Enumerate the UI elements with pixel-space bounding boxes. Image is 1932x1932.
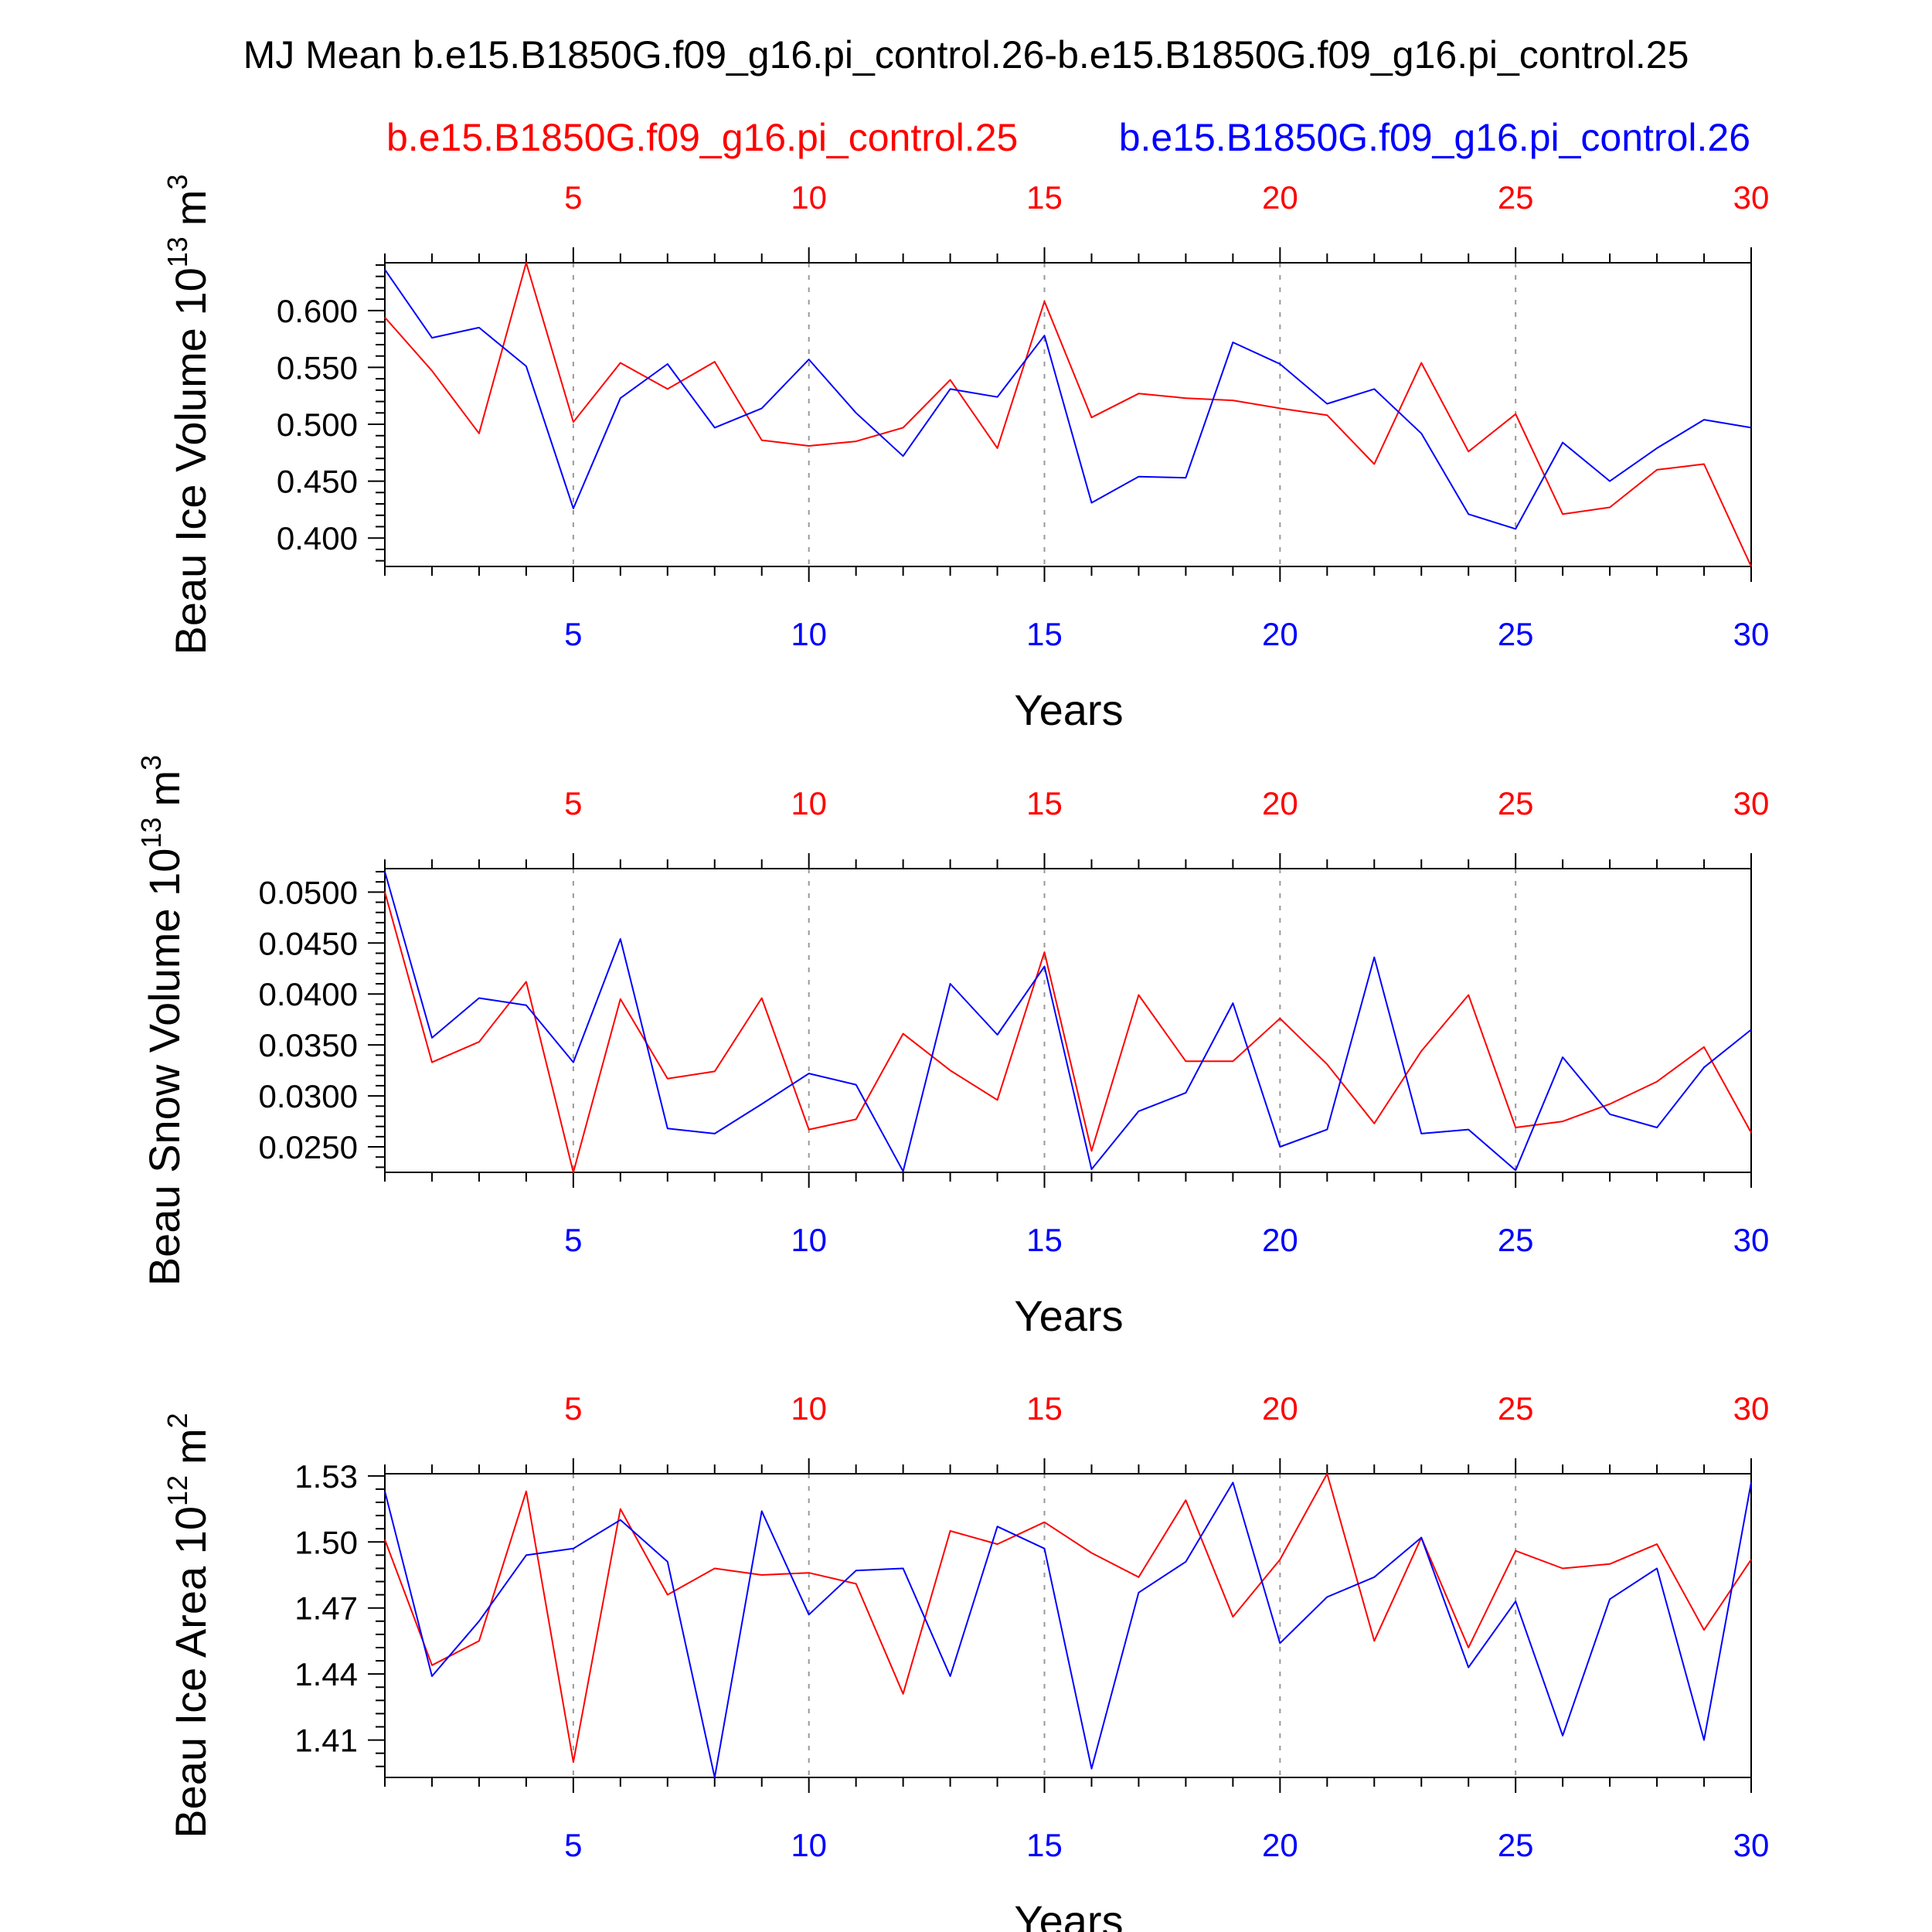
x-top-tick-label: 10 xyxy=(791,179,827,216)
x-bottom-tick-label: 30 xyxy=(1733,1827,1770,1863)
series-line-case-a xyxy=(384,1473,1752,1764)
x-axis-title: Years xyxy=(1014,1896,1123,1932)
y-tick-label: 0.550 xyxy=(277,349,358,386)
y-tick-label: 1.50 xyxy=(294,1524,358,1560)
case-a-title: b.e15.B1850G.f09_g16.pi_control.25 xyxy=(386,116,1018,159)
x-top-tick-label: 25 xyxy=(1498,1390,1534,1427)
x-top-tick-label: 30 xyxy=(1733,179,1770,216)
y-axis-title: Beau Snow Volume 1013 m3 xyxy=(135,755,189,1286)
chart-panels: 55101015152020252530300.4000.4500.5000.5… xyxy=(135,175,1769,1932)
x-bottom-tick-label: 15 xyxy=(1026,1827,1063,1863)
x-top-tick-label: 30 xyxy=(1733,785,1770,821)
y-axis-title-text: Beau Snow Volume 10 xyxy=(140,849,189,1287)
chart-panel-2: 5 5 10 10 15 15 20 20 25 25 30 30 0.0250 0.0300 0.0350… xyxy=(135,755,1769,1340)
x-top-tick-label: 15 xyxy=(1026,785,1063,821)
y-tick-label: 0.0350 xyxy=(259,1027,358,1063)
plot-frame xyxy=(384,262,1752,567)
y-axis-title-text: Beau Ice Area 10 xyxy=(166,1506,215,1838)
series-line-case-b xyxy=(384,871,1752,1172)
x-bottom-tick-label: 20 xyxy=(1262,1222,1298,1258)
x-bottom-tick-label: 30 xyxy=(1733,616,1770,652)
series-line-case-b xyxy=(384,1481,1752,1778)
y-axis-title-text: Beau Ice Volume 10 xyxy=(166,267,215,655)
y-axis-title-exponent: 12 xyxy=(162,1475,193,1506)
y-axis-title-exponent: 13 xyxy=(135,818,167,849)
y-tick-label: 0.0400 xyxy=(259,976,358,1012)
x-bottom-tick-label: 30 xyxy=(1733,1222,1770,1258)
y-tick-label: 1.47 xyxy=(294,1590,358,1627)
x-top-tick-label: 20 xyxy=(1262,179,1298,216)
y-tick-label: 0.450 xyxy=(277,464,358,500)
x-top-tick-label: 5 xyxy=(564,785,582,821)
y-tick-label: 0.500 xyxy=(277,406,358,443)
x-bottom-tick-label: 10 xyxy=(791,1827,827,1863)
x-bottom-tick-label: 5 xyxy=(564,1827,582,1863)
x-bottom-tick-label: 15 xyxy=(1026,616,1063,652)
y-axis-title-unit-exponent: 3 xyxy=(162,175,193,190)
chart-panel-3: 5 5 10 10 15 15 20 20 25 25 30 30 1.41 1.44 1.47 1.50 1.… xyxy=(162,1390,1769,1932)
x-top-tick-label: 10 xyxy=(791,785,827,821)
x-bottom-tick-label: 15 xyxy=(1026,1222,1063,1258)
chart-panel-1: 5 5 10 10 15 15 20 20 25 25 30 30 0.400 0.450 0.500 0.5… xyxy=(162,175,1769,734)
series-line-case-a xyxy=(384,892,1752,1173)
x-top-tick-label: 20 xyxy=(1262,1390,1298,1427)
x-top-tick-label: 5 xyxy=(564,179,582,216)
x-top-tick-label: 15 xyxy=(1026,179,1063,216)
y-tick-label: 0.0300 xyxy=(259,1078,358,1114)
x-bottom-tick-label: 25 xyxy=(1498,1827,1534,1863)
x-bottom-tick-label: 10 xyxy=(791,1222,827,1258)
plot-frame xyxy=(384,868,1752,1173)
x-bottom-tick-label: 25 xyxy=(1498,616,1534,652)
y-axis-title-unit: m xyxy=(166,190,215,226)
y-axis-title: Beau Ice Area 1012 m2 xyxy=(162,1413,215,1838)
x-axis-title: Years xyxy=(1014,1291,1123,1340)
y-axis-title: Beau Ice Volume 1013 m3 xyxy=(162,175,215,655)
y-tick-label: 1.41 xyxy=(294,1723,358,1759)
series-line-case-a xyxy=(384,262,1752,567)
x-bottom-tick-label: 20 xyxy=(1262,1827,1298,1863)
case-b-title: b.e15.B1850G.f09_g16.pi_control.26 xyxy=(1119,116,1750,159)
x-top-tick-label: 10 xyxy=(791,1390,827,1427)
y-tick-label: 0.0250 xyxy=(259,1129,358,1165)
plot-frame xyxy=(384,1473,1752,1778)
x-top-tick-label: 25 xyxy=(1498,785,1534,821)
x-top-tick-label: 20 xyxy=(1262,785,1298,821)
x-bottom-tick-label: 5 xyxy=(564,1222,582,1258)
y-axis-title-unit: m xyxy=(140,770,189,807)
x-bottom-tick-label: 25 xyxy=(1498,1222,1534,1258)
x-bottom-tick-label: 10 xyxy=(791,616,827,652)
series-line-case-b xyxy=(384,269,1752,530)
x-top-tick-label: 25 xyxy=(1498,179,1534,216)
y-tick-label: 0.400 xyxy=(277,520,358,556)
x-axis-title: Years xyxy=(1014,685,1123,734)
y-axis-title-unit-exponent: 3 xyxy=(135,755,167,770)
x-top-tick-label: 15 xyxy=(1026,1390,1063,1427)
x-top-tick-label: 5 xyxy=(564,1390,582,1427)
main-title: MJ Mean b.e15.B1850G.f09_g16.pi_control.… xyxy=(243,33,1689,77)
x-top-tick-label: 30 xyxy=(1733,1390,1770,1427)
x-bottom-tick-label: 5 xyxy=(564,616,582,652)
y-axis-title-unit-exponent: 2 xyxy=(162,1413,193,1428)
y-tick-label: 0.600 xyxy=(277,293,358,329)
y-tick-label: 1.44 xyxy=(294,1656,358,1692)
x-bottom-tick-label: 20 xyxy=(1262,616,1298,652)
y-axis-title-unit: m xyxy=(166,1428,215,1464)
y-tick-label: 1.53 xyxy=(294,1458,358,1495)
y-tick-label: 0.0450 xyxy=(259,925,358,961)
y-axis-title-exponent: 13 xyxy=(162,236,193,267)
y-tick-label: 0.0500 xyxy=(259,874,358,910)
